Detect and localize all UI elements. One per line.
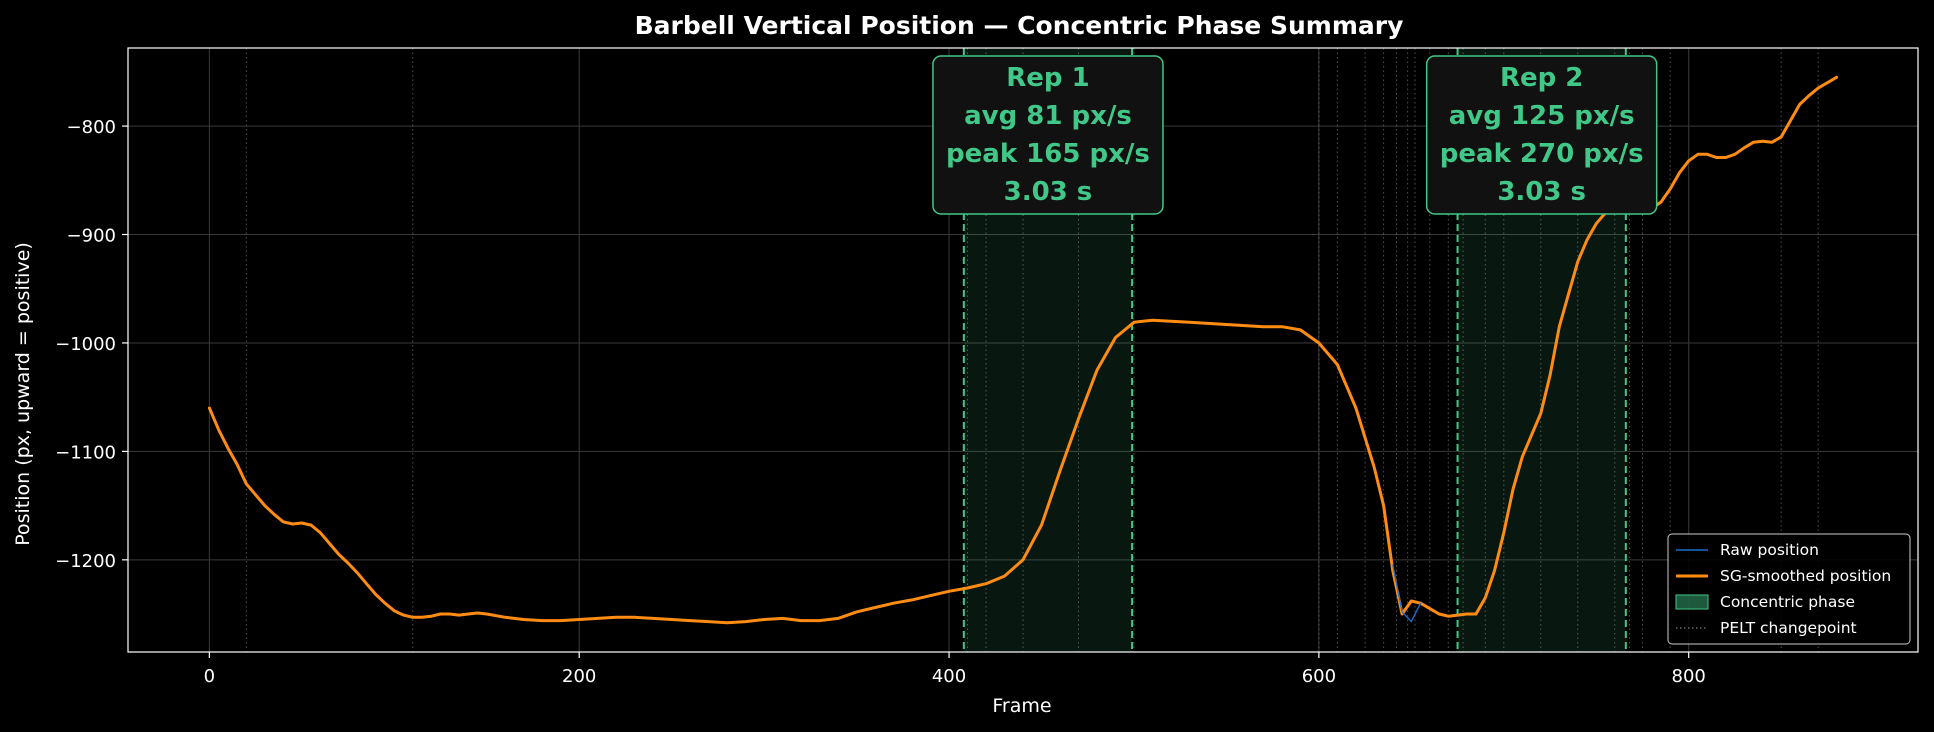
rep-annotation-line: 3.03 s <box>1004 177 1093 207</box>
legend: Raw position SG-smoothed position Concentr… <box>1667 533 1911 645</box>
legend-label: Concentric phase <box>1720 593 1855 611</box>
legend-label: SG-smoothed position <box>1720 567 1891 585</box>
plot-frame <box>127 47 1919 653</box>
legend-swatch-concentric <box>1675 594 1709 610</box>
legend-box <box>1667 533 1911 645</box>
rep-annotation-line: peak 165 px/s <box>946 139 1150 169</box>
rep-annotation-line: Rep 2 <box>1500 63 1583 93</box>
rep-annotation-line: peak 270 px/s <box>1440 139 1644 169</box>
x-tick-label: 400 <box>932 666 966 687</box>
legend-label: Raw position <box>1720 541 1819 559</box>
raw-position-line <box>1392 564 1422 623</box>
y-tick-label: −1200 <box>55 551 116 572</box>
rep-annotations: Rep 1 avg 81 px/s peak 165 px/s 3.03 s Rep 2… <box>932 55 1658 215</box>
rep-annotation-line: Rep 1 <box>1006 63 1089 93</box>
x-axis-label: Frame <box>992 695 1051 717</box>
rep-annotation-box-2 <box>1425 55 1658 215</box>
y-tick-label: −800 <box>67 117 116 138</box>
x-tick-label: 200 <box>562 666 596 687</box>
rep-annotation-line: 3.03 s <box>1497 177 1586 207</box>
axes-spines <box>127 47 1919 653</box>
rep-annotation-box-1 <box>932 55 1164 215</box>
y-tick-label: −900 <box>67 226 116 247</box>
changepoint-lines <box>245 48 1819 652</box>
y-axis-label: Position (px, upward = positive) <box>12 242 34 546</box>
y-tick-label: −1100 <box>55 442 116 463</box>
rep-annotation-line: avg 125 px/s <box>1449 101 1635 131</box>
x-tick-label: 800 <box>1672 666 1706 687</box>
x-tick-label: 600 <box>1302 666 1336 687</box>
chart-title: Barbell Vertical Position — Concentric P… <box>635 11 1404 40</box>
x-tick-label: 0 <box>204 666 215 687</box>
rep-annotation-line: avg 81 px/s <box>964 101 1132 131</box>
y-tick-label: −1000 <box>55 334 116 355</box>
legend-label: PELT changepoint <box>1720 619 1857 637</box>
axis-ticks: 0 200 400 600 800 −800 −900 −1000 −1100 −1200 <box>55 117 1706 687</box>
